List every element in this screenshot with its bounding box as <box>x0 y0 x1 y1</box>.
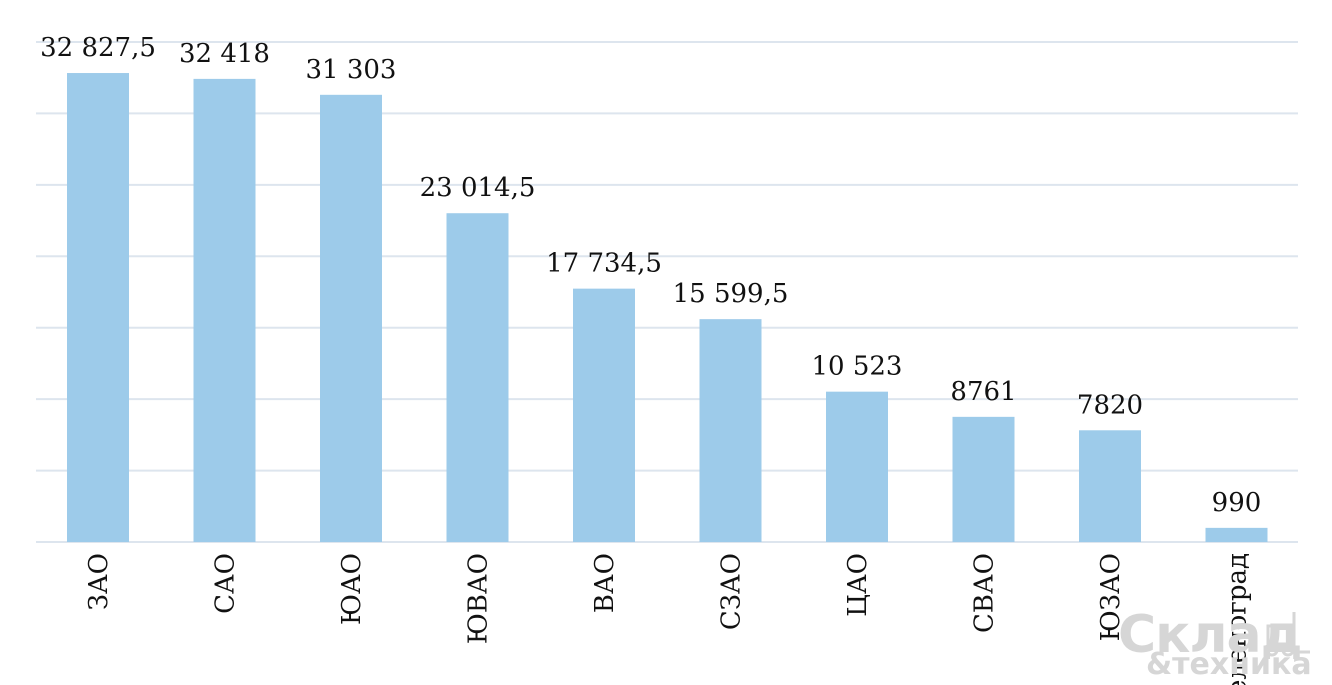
x-tick-label-3: ЮВАО <box>464 553 494 644</box>
x-tick-label-8: ЮЗАО <box>1096 553 1126 641</box>
forklift-icon <box>1265 612 1310 657</box>
bar-5 <box>699 319 762 542</box>
data-label-0: 32 827,5 <box>40 33 156 63</box>
data-label-4: 17 734,5 <box>546 249 662 279</box>
x-tick-label-7: СВАО <box>970 553 1000 633</box>
bar-3 <box>446 213 509 542</box>
data-label-8: 7820 <box>1077 390 1143 420</box>
bar-0 <box>67 73 129 543</box>
bar-6 <box>826 391 888 542</box>
x-tick-label-5: СЗАО <box>717 553 747 630</box>
data-label-5: 15 599,5 <box>673 279 789 309</box>
data-label-6: 10 523 <box>812 352 903 382</box>
bar-4 <box>573 288 635 542</box>
x-tick-label-0: ЗАО <box>84 553 114 610</box>
bar-8 <box>1079 430 1141 542</box>
watermark-logo: Склад &техника <box>1118 605 1312 682</box>
x-tick-labels-group: ЗАО САО ЮАО ЮВАО ВАО СЗАО ЦАО СВАО ЮЗАО Зеленогра… <box>84 553 1253 685</box>
data-label-2: 31 303 <box>306 55 397 85</box>
bars-group <box>67 73 1268 543</box>
watermark-sub-text: &техника <box>1146 647 1312 682</box>
x-tick-label-2: ЮАО <box>337 553 367 625</box>
bar-2 <box>320 94 382 543</box>
data-label-3: 23 014,5 <box>420 173 536 203</box>
x-tick-label-9: Зеленоград <box>1223 553 1253 685</box>
data-labels-group: 32 827,5 32 418 31 303 23 014,5 17 734,5 15 5… <box>40 33 1261 518</box>
x-tick-label-6: ЦАО <box>843 553 873 617</box>
x-tick-label-4: ВАО <box>590 553 620 613</box>
data-label-1: 32 418 <box>179 39 270 69</box>
bar-1 <box>193 78 256 542</box>
data-label-9: 990 <box>1212 488 1262 518</box>
x-tick-label-1: САО <box>211 553 241 614</box>
bar-7 <box>952 416 1015 542</box>
data-label-7: 8761 <box>950 377 1016 407</box>
bar-9 <box>1205 527 1268 542</box>
